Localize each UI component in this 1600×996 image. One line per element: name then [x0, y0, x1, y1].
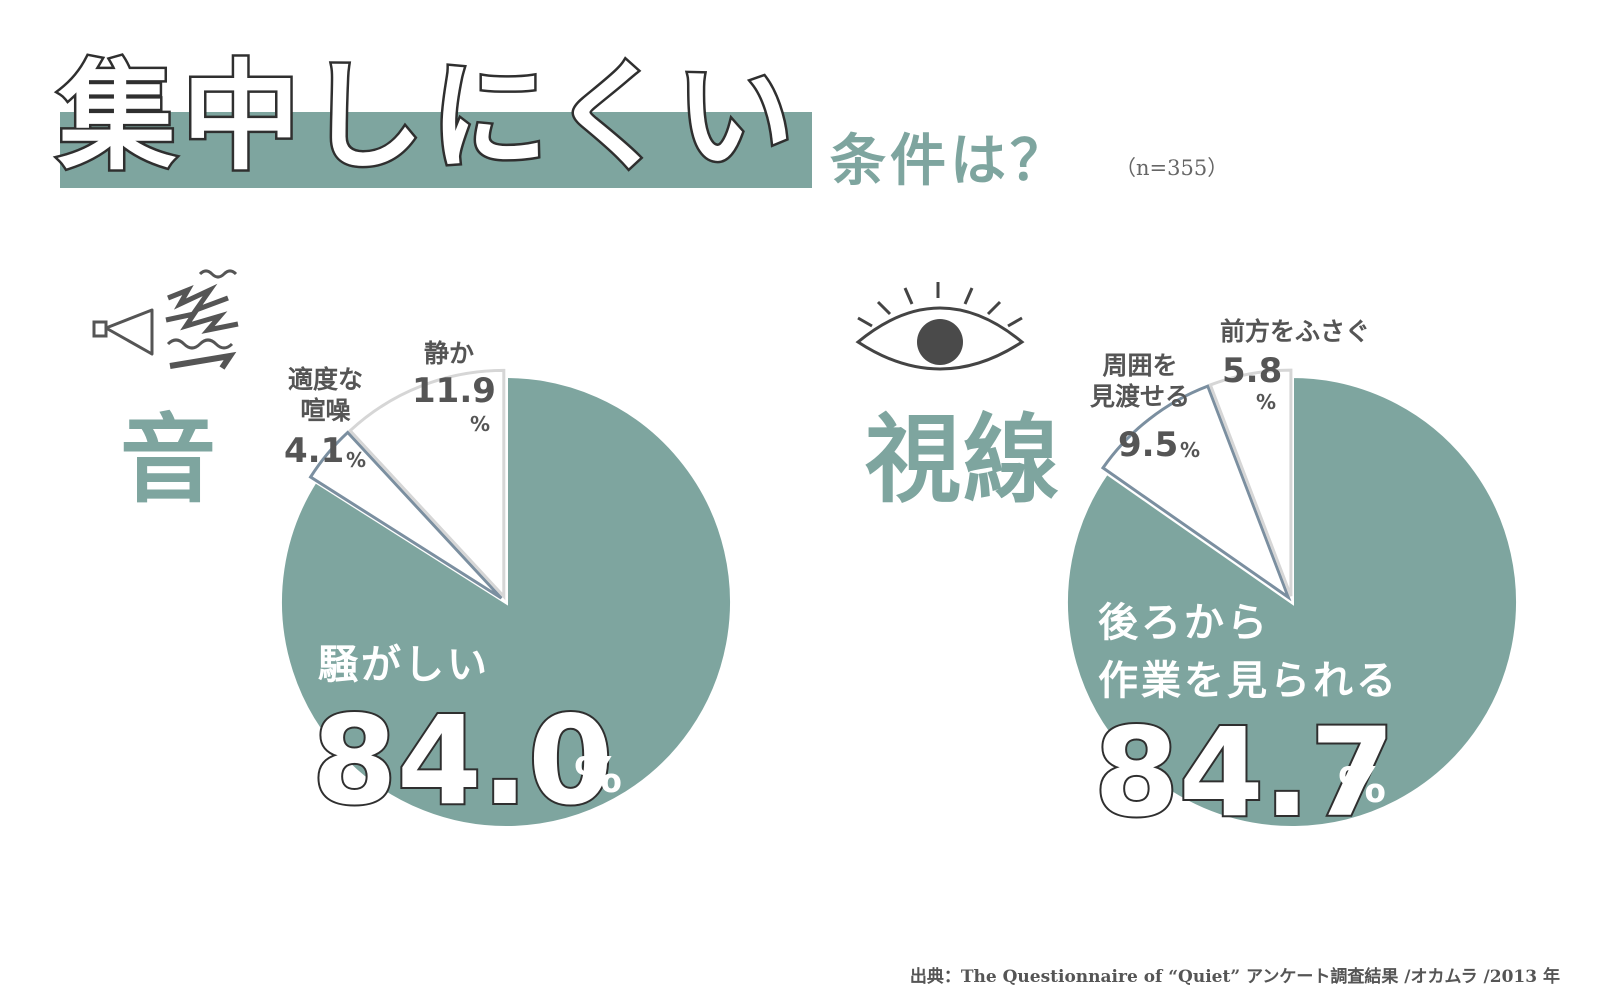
slice-label-overlook: 周囲を 見渡せる — [1090, 351, 1191, 412]
pie-slice-noisy — [278, 373, 734, 830]
megaphone-noise-icon — [92, 269, 239, 370]
slice-value-overlook: 9.5 — [1118, 425, 1179, 465]
slice-unit-overlook: % — [1180, 438, 1201, 462]
page-title: 集中しにくい — [56, 48, 800, 186]
source-citation: 出典：The Questionnaire of “Quiet” アンケート調査結… — [909, 967, 1560, 987]
slice-unit-block-front: % — [1256, 390, 1277, 414]
chart-title-sound: 音 — [120, 404, 216, 516]
slice-value-quiet: 11.9 — [412, 371, 496, 411]
eye-icon — [855, 282, 1025, 371]
slice-unit-quiet: % — [470, 412, 491, 436]
slice-label-noisy: 騒がしい — [318, 642, 490, 688]
sample-size: （n=355） — [1115, 156, 1229, 180]
title-band — [60, 112, 812, 188]
slice-label-block-front: 前方をふさぐ — [1220, 317, 1371, 346]
pie-slice-overlook — [1100, 384, 1292, 602]
slice-value-noisy: 84.0 — [310, 690, 615, 832]
slice-label-quiet: 静か — [424, 339, 475, 368]
slice-value-watched: 84.7 — [1092, 702, 1397, 844]
slice-label-watched: 後ろから 作業を見られる — [1098, 600, 1399, 704]
chart-title-sight: 視線 — [865, 404, 1061, 516]
slice-label-moderate: 適度な 喧噪 — [288, 365, 364, 426]
slice-unit-watched: % — [1338, 758, 1387, 814]
pie-slice-moderate — [308, 430, 503, 600]
slice-unit-noisy: % — [574, 748, 623, 804]
page-subtitle: 条件は？ — [830, 129, 1070, 194]
slice-unit-moderate: % — [346, 448, 367, 472]
pie-slice-block-front — [1208, 368, 1293, 597]
pie-slice-watched — [1064, 373, 1520, 830]
slice-value-moderate: 4.1 — [284, 431, 345, 471]
pie-slice-quiet — [348, 368, 506, 601]
slice-value-block-front: 5.8 — [1222, 351, 1283, 391]
